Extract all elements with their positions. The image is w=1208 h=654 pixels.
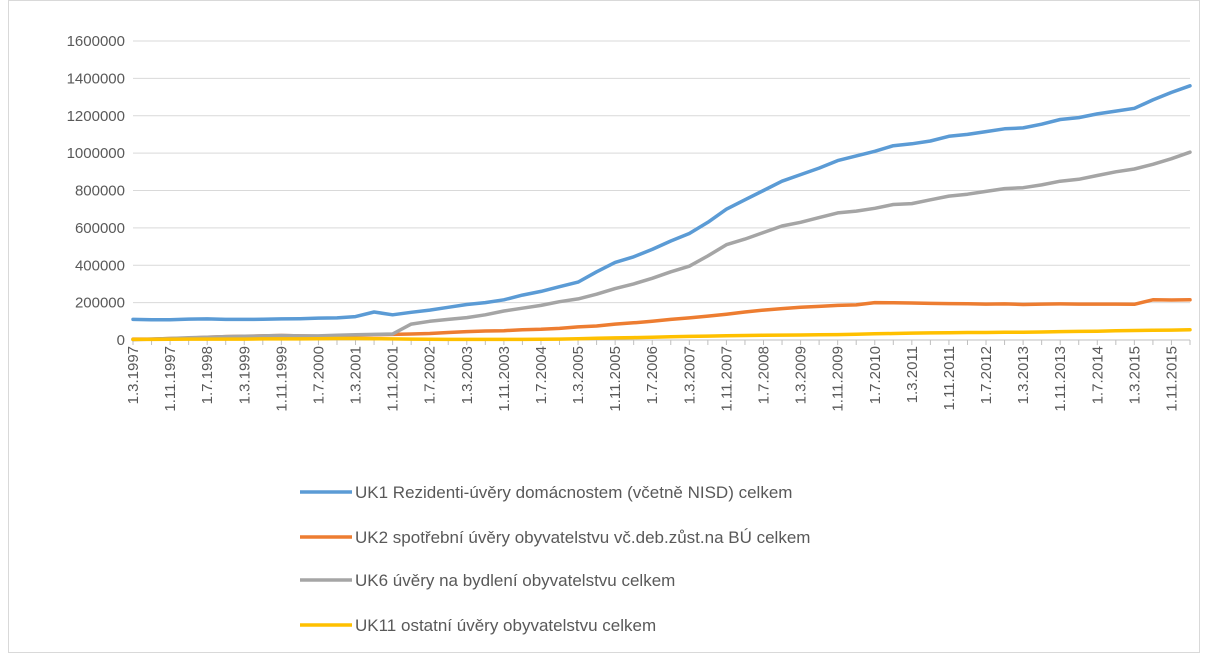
y-tick-label: 1400000: [67, 70, 125, 87]
legend-label: UK1 Rezidenti-úvěry domácnostem (včetně …: [355, 483, 792, 502]
y-tick-label: 1600000: [67, 33, 125, 50]
x-tick-label: 1.7.2006: [644, 346, 661, 404]
x-tick-label: 1.11.1999: [273, 346, 290, 412]
y-tick-label: 600000: [75, 220, 125, 237]
series-line: [131, 150, 1192, 342]
x-tick-label: 1.7.2010: [867, 346, 884, 404]
y-tick-label: 0: [117, 332, 125, 349]
x-tick-label: 1.7.2012: [978, 346, 995, 404]
x-tick-label: 1.3.2005: [570, 346, 587, 404]
y-tick-label: 1000000: [67, 145, 125, 162]
x-tick-label: 1.3.2007: [681, 346, 698, 404]
x-tick-label: 1.11.2015: [1163, 346, 1180, 412]
x-tick-label: 1.7.2002: [422, 346, 439, 404]
x-tick-label: 1.7.2008: [755, 346, 772, 404]
y-tick-label: 800000: [75, 183, 125, 200]
x-tick-label: 1.11.2013: [1052, 346, 1069, 412]
x-tick-label: 1.3.2011: [904, 346, 921, 403]
x-tick-label: 1.11.2001: [385, 346, 402, 412]
x-tick-label: 1.3.1997: [125, 346, 142, 404]
x-tick-label: 1.7.2014: [1089, 346, 1106, 404]
x-tick-label: 1.11.1997: [162, 346, 179, 412]
legend-label: UK6 úvěry na bydlení obyvatelstvu celkem: [355, 571, 675, 590]
x-tick-label: 1.11.2007: [718, 346, 735, 412]
y-tick-label: 200000: [75, 295, 125, 312]
x-tick-label: 1.3.2013: [1015, 346, 1032, 404]
x-tick-label: 1.7.1998: [199, 346, 216, 404]
x-tick-label: 1.11.2003: [496, 346, 513, 412]
series-line: [131, 84, 1192, 322]
x-tick-label: 1.7.2004: [533, 346, 550, 404]
y-tick-label: 1200000: [67, 108, 125, 125]
x-tick-label: 1.3.2003: [459, 346, 476, 404]
x-tick-label: 1.11.2011: [941, 346, 958, 411]
x-tick-label: 1.11.2005: [607, 346, 624, 412]
legend-label: UK11 ostatní úvěry obyvatelstvu celkem: [355, 616, 656, 635]
series-line: [131, 327, 1192, 342]
legend-label: UK2 spotřební úvěry obyvatelstvu vč.deb.…: [355, 528, 810, 547]
x-tick-label: 1.3.2015: [1126, 346, 1143, 404]
x-tick-label: 1.11.2009: [830, 346, 847, 412]
x-tick-label: 1.3.1999: [236, 346, 253, 404]
x-tick-label: 1.7.2000: [310, 346, 327, 404]
y-tick-label: 400000: [75, 257, 125, 274]
x-tick-label: 1.3.2009: [793, 346, 810, 404]
x-tick-label: 1.3.2001: [348, 346, 365, 404]
